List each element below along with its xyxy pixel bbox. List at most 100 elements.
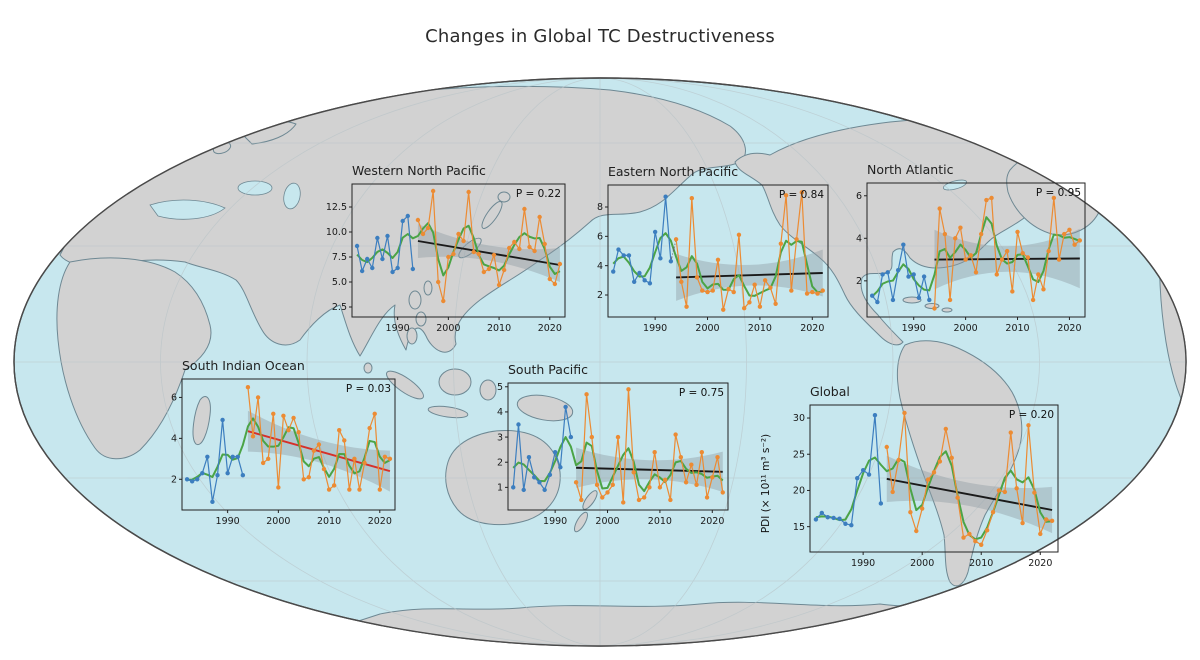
data-point (783, 193, 789, 198)
data-point (911, 272, 916, 277)
data-point (605, 490, 610, 495)
y-tick-label: 2 (497, 457, 503, 468)
data-point (1004, 248, 1010, 254)
y-tick-label: 2 (171, 474, 177, 485)
data-point (621, 253, 626, 258)
data-point (552, 281, 558, 287)
data-point (1067, 227, 1072, 232)
axes-box (351, 183, 566, 318)
data-point (843, 521, 848, 526)
data-point (461, 238, 466, 244)
data-point (230, 454, 235, 459)
island-new-guinea (516, 394, 574, 422)
data-point (1041, 287, 1046, 292)
data-point (984, 197, 989, 203)
data-point (235, 454, 240, 459)
data-point (1002, 489, 1008, 495)
data-point (890, 489, 895, 495)
data-point (878, 501, 884, 506)
data-point (291, 415, 296, 421)
data-point (220, 417, 225, 423)
data-point (999, 257, 1005, 262)
y-tick-label: 2 (597, 290, 603, 301)
data-point (919, 506, 925, 511)
data-point (354, 243, 360, 249)
data-point (276, 485, 281, 490)
data-point (415, 217, 421, 223)
island-new-zealand-north (582, 490, 598, 510)
early-era-line (871, 244, 930, 304)
data-point (547, 472, 553, 477)
island-philippines-3 (406, 327, 418, 345)
data-point (710, 475, 715, 480)
island-philippines-2 (415, 311, 427, 327)
chart-title: North Atlantic (867, 162, 954, 177)
data-point (573, 480, 579, 485)
data-point (1046, 248, 1051, 254)
landmass-south-america (896, 340, 1023, 587)
data-point (532, 248, 537, 254)
trend-line (247, 430, 391, 473)
data-point (636, 497, 642, 503)
data-point (255, 395, 261, 400)
data-point (563, 404, 568, 410)
x-tick-label: 1990 (643, 323, 667, 334)
data-point (410, 266, 416, 272)
data-point (831, 515, 836, 521)
y-tick-label: 6 (171, 393, 177, 404)
data-point (1056, 257, 1062, 262)
x-tick-label: 2020 (800, 323, 824, 334)
chart-plot-svg: 1990 2000 2010 2020 2 4 6 (171, 378, 396, 527)
axes-box (866, 182, 1086, 318)
island-java (427, 405, 469, 419)
data-point (380, 256, 385, 262)
data-point (704, 495, 710, 500)
data-point (726, 286, 731, 292)
data-point (710, 288, 715, 293)
data-point (925, 477, 931, 482)
data-point (963, 257, 968, 262)
chart-plot-svg: 1990 2000 2010 2020 2.5 5.0 7.5 10.0 12.5 (326, 183, 566, 334)
data-point (286, 427, 291, 433)
chart-global: Global PDI (× 10¹¹ m³ s⁻²) 1990 2000 2010 2… (760, 384, 1064, 572)
data-point (372, 411, 377, 416)
x-tick-label: 2020 (368, 516, 392, 527)
x-tick-label: 2010 (748, 323, 772, 334)
data-point (321, 466, 327, 472)
trend-line (934, 257, 1080, 261)
data-point (337, 427, 342, 433)
data-point (436, 279, 441, 285)
data-point (657, 485, 663, 490)
data-point (225, 470, 230, 476)
p-value-label: P = 0.75 (678, 387, 724, 399)
era-connector (670, 239, 677, 262)
data-point (762, 278, 768, 283)
data-point (215, 473, 220, 478)
data-point (1010, 289, 1015, 294)
data-point (662, 477, 668, 483)
x-tick-label: 1990 (851, 558, 875, 569)
data-point (387, 456, 393, 462)
x-tick-label: 2000 (954, 323, 978, 334)
data-point (927, 297, 932, 303)
data-point (626, 253, 632, 258)
data-point (1038, 531, 1043, 537)
data-point (947, 297, 953, 303)
data-point (1043, 517, 1049, 522)
data-point (694, 275, 700, 280)
data-point (968, 253, 974, 258)
data-point (741, 306, 747, 311)
data-point (456, 231, 461, 237)
data-point (507, 245, 512, 251)
y-tick-label: 30 (793, 413, 805, 424)
data-point (205, 454, 210, 459)
data-point (526, 454, 532, 460)
chart-plot-svg: 1990 2000 2010 2020 1 2 3 4 5 (497, 382, 729, 527)
x-tick-label: 2020 (538, 323, 562, 334)
sea-black (237, 180, 273, 196)
data-point (357, 487, 362, 492)
data-point (352, 456, 357, 462)
data-point (720, 490, 725, 495)
data-point (342, 438, 347, 443)
